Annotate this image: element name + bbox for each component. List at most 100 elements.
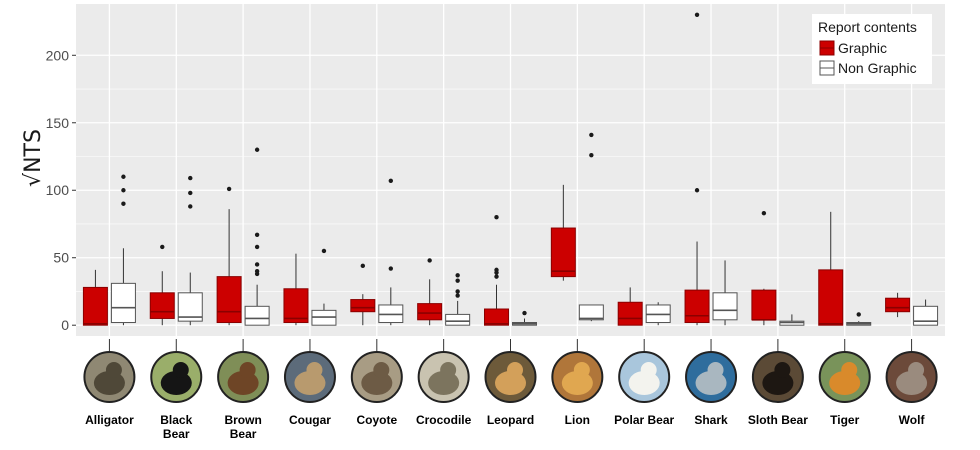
y-axis-title: √NTS xyxy=(21,129,46,187)
outlier-point xyxy=(427,258,432,263)
category-label: Crocodile xyxy=(416,413,472,427)
box-iqr xyxy=(350,299,376,313)
lion-icon xyxy=(551,339,604,403)
outlier-point xyxy=(188,190,193,196)
box-iqr xyxy=(913,305,939,326)
outlier-point xyxy=(160,244,165,250)
category-label: Cougar xyxy=(289,413,331,427)
box-non-graphic-tiger xyxy=(846,312,872,326)
box-iqr xyxy=(578,304,604,321)
outlier-point xyxy=(121,188,126,193)
category-label: Coyote xyxy=(356,413,397,427)
box-iqr xyxy=(617,301,643,326)
outlier-point xyxy=(694,188,700,193)
box-iqr xyxy=(885,297,911,313)
y-tick-label: 200 xyxy=(46,47,70,63)
box-non-graphic-leopard xyxy=(512,310,537,326)
outlier-point xyxy=(856,312,861,317)
box-iqr xyxy=(283,288,309,324)
icon-animal-head xyxy=(573,362,590,378)
brown-bear-icon xyxy=(217,339,270,403)
category-icons xyxy=(83,339,938,403)
outlier-point xyxy=(121,201,126,206)
cougar-icon xyxy=(283,339,336,403)
icon-animal-head xyxy=(640,362,657,378)
shark-icon xyxy=(685,339,738,403)
icon-animal-head xyxy=(908,362,925,378)
box-graphic-alligator xyxy=(82,269,108,326)
outlier-point xyxy=(254,262,260,267)
legend-title: Report contents xyxy=(818,19,917,35)
box-iqr xyxy=(244,305,270,326)
category-label: Wolf xyxy=(899,413,926,427)
outlier-point xyxy=(494,267,499,273)
alligator-icon xyxy=(83,339,136,403)
box-non-graphic-shark xyxy=(712,260,738,326)
box-iqr xyxy=(484,308,509,326)
y-tick-label: 100 xyxy=(46,182,70,198)
y-axis: 0 50 100 150 200 xyxy=(46,47,76,333)
category-label: Sloth Bear xyxy=(748,413,808,427)
box-iqr xyxy=(751,289,777,321)
outlier-point xyxy=(254,244,260,250)
icon-animal-head xyxy=(507,362,523,378)
legend: Report contents Graphic Non Graphic xyxy=(812,14,932,84)
outlier-point xyxy=(254,269,260,274)
y-tick-label: 150 xyxy=(46,115,70,131)
box-iqr xyxy=(149,292,175,319)
box-graphic-black-bear xyxy=(149,244,175,326)
black-bear-icon xyxy=(150,339,203,403)
box-iqr xyxy=(712,292,738,321)
icon-animal-head xyxy=(774,362,791,378)
wolf-icon xyxy=(885,339,938,403)
category-label: Alligator xyxy=(85,413,134,427)
box-iqr xyxy=(417,303,443,321)
tiger-icon xyxy=(818,339,871,403)
category-label: Lion xyxy=(565,413,590,427)
legend-label-non-graphic: Non Graphic xyxy=(838,60,917,76)
outlier-point xyxy=(494,215,499,220)
leopard-icon xyxy=(484,339,537,403)
category-label: Black xyxy=(160,413,192,427)
icon-animal-head xyxy=(172,362,189,378)
outlier-point xyxy=(522,310,527,316)
box-non-graphic-brown-bear xyxy=(244,147,270,326)
box-non-graphic-black-bear xyxy=(177,175,203,326)
box-non-graphic-polar-bear xyxy=(645,302,671,326)
box-graphic-wolf xyxy=(885,292,911,318)
outlier-point xyxy=(388,266,394,271)
icon-animal-head xyxy=(306,362,323,378)
outlier-point xyxy=(494,274,499,279)
icon-animal-head xyxy=(841,362,858,378)
box-iqr xyxy=(684,289,710,324)
grid-lines xyxy=(76,4,945,336)
category-label: Brown xyxy=(224,413,261,427)
box-graphic-sloth-bear xyxy=(751,210,777,326)
box-non-graphic-lion xyxy=(578,132,604,322)
box-graphic-shark xyxy=(684,12,710,326)
category-label: Leopard xyxy=(487,413,534,427)
outlier-point xyxy=(226,186,232,192)
box-iqr xyxy=(550,227,576,278)
box-iqr xyxy=(445,313,471,326)
outlier-point xyxy=(360,263,366,269)
outlier-point xyxy=(188,204,193,209)
icon-animal-head xyxy=(105,362,122,378)
sloth-bear-icon xyxy=(751,339,804,403)
outlier-point xyxy=(321,248,327,254)
icon-animal-head xyxy=(373,362,390,378)
box-iqr xyxy=(82,286,108,326)
category-label: Shark xyxy=(694,413,728,427)
outlier-point xyxy=(589,132,594,138)
box-non-graphic-alligator xyxy=(110,174,136,326)
category-label: Tiger xyxy=(830,413,859,427)
box-graphic-polar-bear xyxy=(617,287,643,326)
y-tick-label: 0 xyxy=(61,317,69,333)
box-graphic-cougar xyxy=(283,253,309,326)
outlier-point xyxy=(455,293,460,298)
category-label: Bear xyxy=(163,427,190,441)
legend-label-graphic: Graphic xyxy=(838,40,887,56)
category-label: Polar Bear xyxy=(614,413,674,427)
